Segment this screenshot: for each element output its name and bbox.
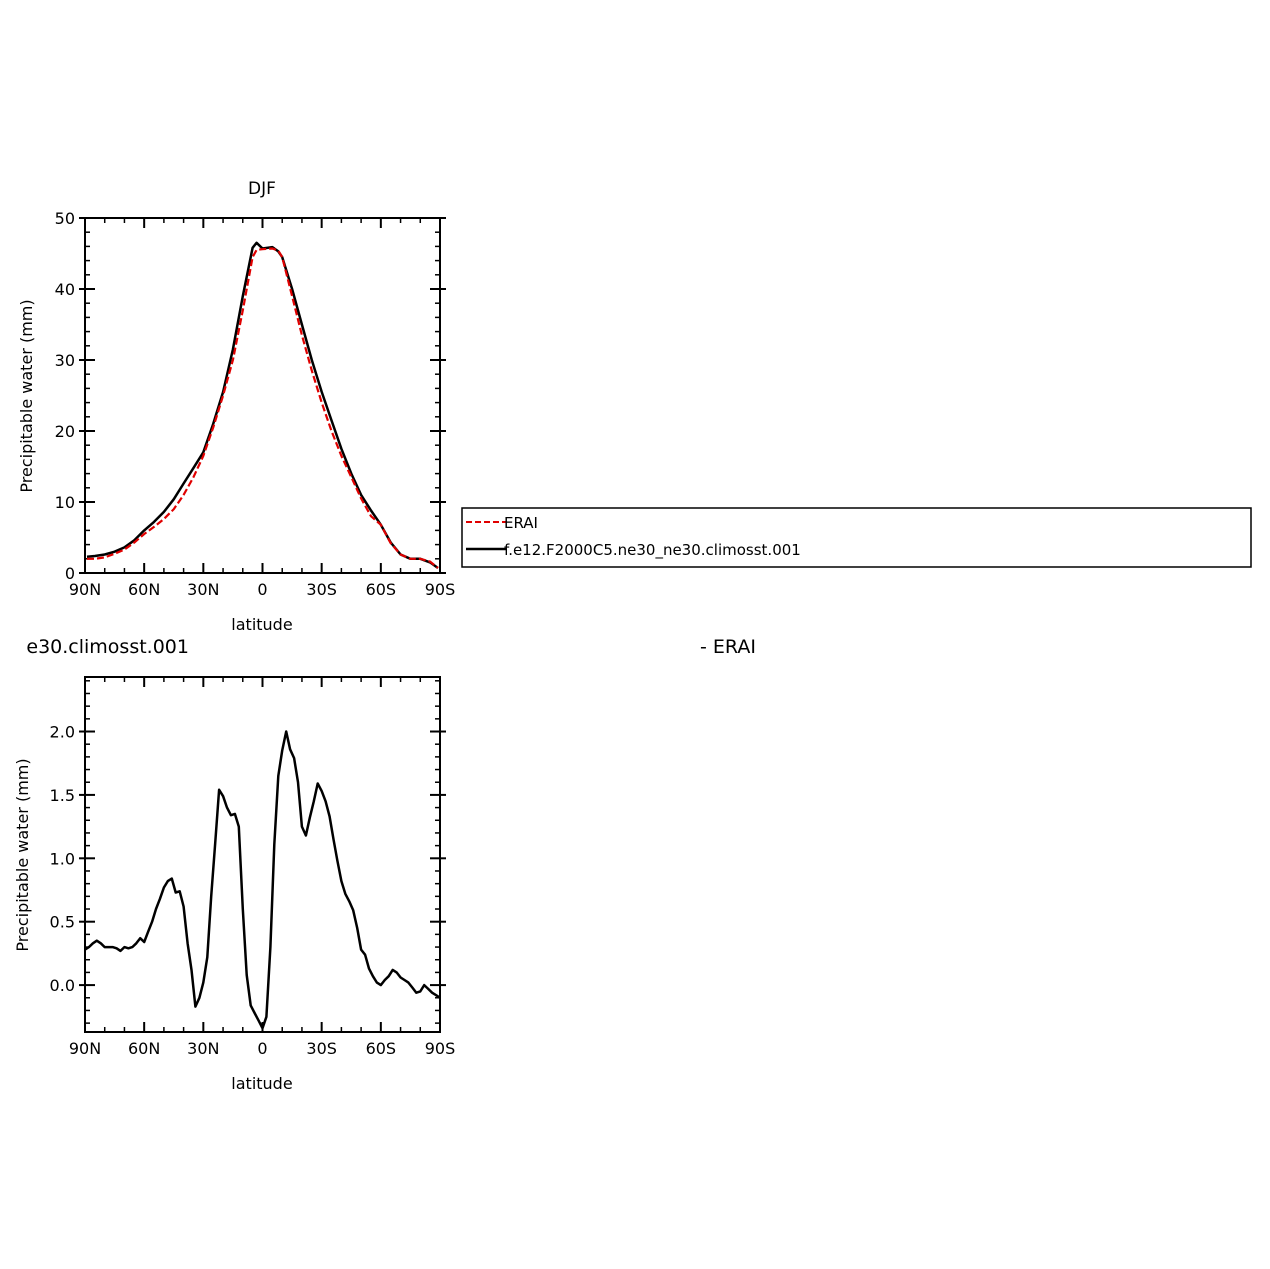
top-ytick-label: 50 xyxy=(55,209,75,228)
top-x-axis-label: latitude xyxy=(231,615,292,634)
top-y-axis-label: Precipitable water (mm) xyxy=(17,299,36,492)
top-xtick-label: 90N xyxy=(69,580,101,599)
bottom-ytick-label: 1.0 xyxy=(50,849,75,868)
top-xtick-label: 30S xyxy=(306,580,337,599)
bottom-ytick-label: 1.5 xyxy=(50,786,75,805)
bottom-series xyxy=(84,730,441,1030)
legend-box xyxy=(461,507,1252,568)
bottom-x-axis-label: latitude xyxy=(231,1074,292,1093)
top-ytick-label: 0 xyxy=(65,564,75,583)
top-title: DJF xyxy=(248,179,276,199)
bottom-left-title: e30.climosst.001 xyxy=(26,636,189,658)
legend-model-label: f.e12.F2000C5.ne30_ne30.climosst.001 xyxy=(504,541,801,560)
bottom-ticks: 90N 60N 30N 0 30S 60S 90S 0.0 0.5 1.0 1.5 2.0 xyxy=(50,677,456,1058)
bottom-xtick-label: 60N xyxy=(128,1039,160,1058)
bottom-ytick-label: 0.5 xyxy=(50,913,75,932)
top-series-0-line xyxy=(86,241,439,570)
top-plot-frame xyxy=(84,217,441,574)
bottom-y-axis-label: Precipitable water (mm) xyxy=(13,758,32,951)
legend-erai-label: ERAI xyxy=(504,514,538,532)
top-ytick-label: 30 xyxy=(55,351,75,370)
top-xtick-label: 30N xyxy=(187,580,219,599)
top-xtick-label: 60S xyxy=(366,580,397,599)
bottom-ytick-label: 2.0 xyxy=(50,723,75,742)
bottom-ytick-label: 0.0 xyxy=(50,976,75,995)
bottom-xtick-label: 0 xyxy=(257,1039,267,1058)
top-xtick-label: 90S xyxy=(425,580,456,599)
top-ytick-label: 20 xyxy=(55,422,75,441)
bottom-panel: e30.climosst.001 - ERAI 90N 60N 30N 0 30S 60S… xyxy=(13,636,756,1093)
top-xtick-label: 60N xyxy=(128,580,160,599)
bottom-xtick-label: 30N xyxy=(187,1039,219,1058)
bottom-xtick-label: 90S xyxy=(425,1039,456,1058)
bottom-right-title: - ERAI xyxy=(700,636,756,658)
top-series-1-line xyxy=(87,247,439,569)
legend: ERAI f.e12.F2000C5.ne30_ne30.climosst.00… xyxy=(461,507,1252,568)
top-xtick-label: 0 xyxy=(257,580,267,599)
bottom-xtick-label: 60S xyxy=(366,1039,397,1058)
bottom-xtick-label: 90N xyxy=(69,1039,101,1058)
top-series xyxy=(86,241,439,570)
bottom-series-0-line xyxy=(84,730,441,1030)
top-ytick-label: 40 xyxy=(55,280,75,299)
top-ytick-label: 10 xyxy=(55,493,75,512)
bottom-xtick-label: 30S xyxy=(306,1039,337,1058)
top-panel: DJF 90N 60N 30N 0 30S 60S 90S 0 10 20 30 40 50 Preci… xyxy=(17,179,455,634)
top-ticks: 90N 60N 30N 0 30S 60S 90S 0 10 20 30 40 50 xyxy=(55,209,456,599)
